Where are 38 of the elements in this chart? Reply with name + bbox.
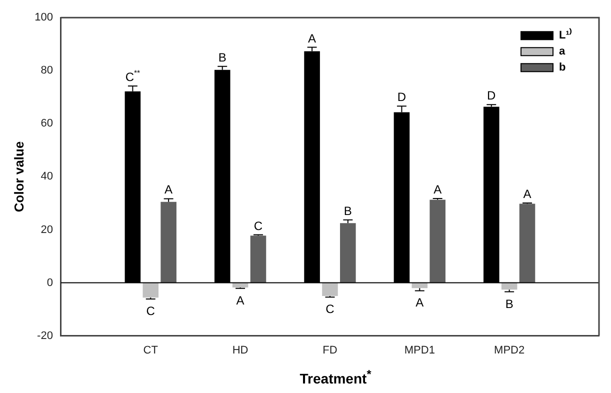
bar: [322, 282, 338, 296]
y-tick-label: 60: [40, 118, 53, 130]
bar: [160, 202, 176, 283]
annotation: B: [344, 204, 352, 218]
annotation: A: [308, 31, 316, 46]
annotation: C: [326, 302, 335, 316]
bar: [250, 236, 266, 283]
legend-label: a: [559, 46, 566, 58]
bar: [142, 282, 159, 298]
y-axis-title: Color value: [11, 141, 26, 212]
legend-label: L¹⁾: [559, 28, 572, 42]
bar: [430, 200, 446, 283]
annotation: B: [505, 296, 514, 311]
legend-label: b: [559, 62, 566, 74]
annotation: C: [254, 218, 263, 233]
annotation: B: [218, 50, 226, 64]
y-tick-label: 40: [40, 170, 53, 183]
y-tick-label: 80: [40, 64, 53, 77]
x-tick-label: MPD1: [404, 344, 435, 356]
annotation: D: [397, 90, 406, 104]
x-axis-title: Treatment$^{*}$: [298, 368, 372, 387]
y-tick-label: 0: [46, 276, 53, 289]
annotation: D: [487, 88, 496, 103]
x-tick-label: HD: [232, 344, 248, 356]
x-tick-label: FD: [322, 344, 338, 356]
annotation: A: [434, 182, 442, 196]
annotation: A: [236, 293, 244, 308]
bar: [519, 204, 536, 283]
y-tick-label: -20: [37, 330, 53, 342]
annotation: A: [523, 186, 532, 201]
annotation: A: [164, 182, 173, 197]
bar: [340, 223, 356, 283]
annotation: A: [416, 296, 424, 310]
x-tick-label: MPD2: [494, 344, 525, 356]
x-tick-label: CT: [143, 344, 158, 356]
y-tick-label: 100: [34, 12, 53, 24]
annotation: C: [146, 304, 156, 318]
y-tick-label: 20: [40, 224, 53, 236]
